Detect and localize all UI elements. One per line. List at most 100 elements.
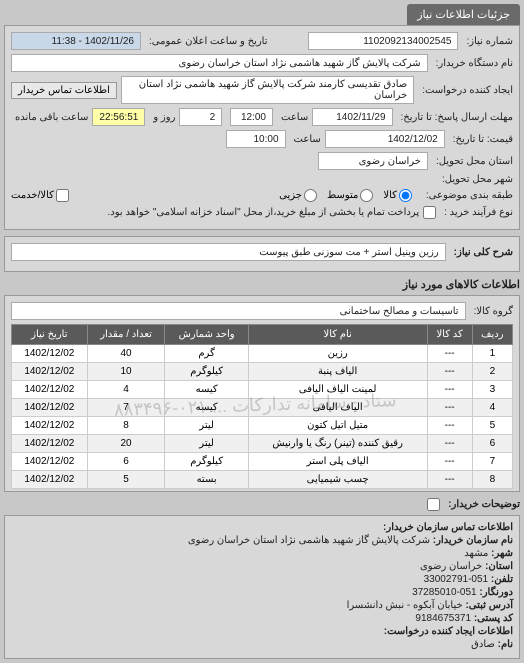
table-cell: 5 bbox=[87, 471, 165, 489]
table-cell: --- bbox=[427, 417, 472, 435]
table-cell: بسته bbox=[165, 471, 248, 489]
table-cell: --- bbox=[427, 345, 472, 363]
table-cell: 40 bbox=[87, 345, 165, 363]
footer-org: شرکت پالایش گاز شهید هاشمی نژاد استان خر… bbox=[188, 535, 430, 546]
goods-panel: گروه کالا: تاسیسات و مصالح ساختمانی ردیف… bbox=[4, 295, 520, 492]
table-cell: 3 bbox=[472, 381, 512, 399]
expire-date-field: 1402/12/02 bbox=[325, 130, 445, 148]
table-cell: لیتر bbox=[165, 417, 248, 435]
buyer-contact-button[interactable]: اطلاعات تماس خریدار bbox=[11, 82, 117, 99]
table-cell: 1402/12/02 bbox=[12, 417, 88, 435]
footer-city-label: شهر: bbox=[491, 548, 513, 559]
chk-svc[interactable]: کالا/خدمت bbox=[11, 189, 69, 202]
explain-checkbox[interactable] bbox=[427, 498, 440, 511]
panel-tab: جزئیات اطلاعات نیاز bbox=[407, 4, 520, 25]
pay-label: نوع فرآیند خرید : bbox=[440, 207, 513, 218]
table-row: 8---چسب شیمیاییبسته51402/12/02 bbox=[12, 471, 513, 489]
table-cell: رزین bbox=[248, 345, 427, 363]
need-text-field: رزین وینیل استر + مت سوزنی طبق پیوست bbox=[11, 243, 446, 261]
table-header: تعداد / مقدار bbox=[87, 325, 165, 345]
table-cell: لیتر bbox=[165, 435, 248, 453]
time-label-1: ساعت bbox=[277, 112, 308, 123]
table-cell: گرم bbox=[165, 345, 248, 363]
table-row: 4---الیاف الیافیستاد - سامانه تدارکات ..… bbox=[12, 399, 513, 417]
table-header: واحد شمارش bbox=[165, 325, 248, 345]
table-cell: 7 bbox=[472, 453, 512, 471]
table-header: ردیف bbox=[472, 325, 512, 345]
footer-post-label: کد پستی: bbox=[474, 613, 513, 624]
table-cell: الیاف پنبة bbox=[248, 363, 427, 381]
table-row: 2---الیاف پنبةکیلوگرم101402/12/02 bbox=[12, 363, 513, 381]
footer-addr: خیابان آبکوه - نبش دانشسرا bbox=[347, 600, 463, 611]
table-cell: متیل اتیل کتون bbox=[248, 417, 427, 435]
table-cell: --- bbox=[427, 363, 472, 381]
footer-name-label: نام: bbox=[498, 639, 513, 650]
footer-creator2-label: اطلاعات ایجاد کننده درخواست: bbox=[384, 626, 513, 637]
need-desc-panel: شرح کلی نیاز: رزین وینیل استر + مت سوزنی… bbox=[4, 236, 520, 272]
radio-all[interactable]: کالا bbox=[383, 189, 412, 202]
radio-part[interactable]: جزیی bbox=[279, 189, 317, 202]
table-cell: --- bbox=[427, 399, 472, 417]
table-cell: 1 bbox=[472, 345, 512, 363]
footer-city: مشهد bbox=[464, 548, 488, 559]
goods-table: ردیفکد کالانام کالاواحد شمارشتعداد / مقد… bbox=[11, 324, 513, 489]
footer-addr-label: آدرس ثبتی: bbox=[465, 600, 513, 611]
table-cell: 1402/12/02 bbox=[12, 381, 88, 399]
time-label-2: ساعت bbox=[290, 134, 321, 145]
table-header: کد کالا bbox=[427, 325, 472, 345]
footer-province: خراسان رضوی bbox=[420, 561, 482, 572]
table-cell: کیسه bbox=[165, 399, 248, 417]
chk-pay[interactable]: پرداخت تمام یا بخشی از مبلغ خرید،از محل … bbox=[104, 206, 437, 219]
footer-fax-label: دورنگار: bbox=[479, 587, 513, 598]
table-cell: 1402/12/02 bbox=[12, 345, 88, 363]
pkg-label: طبقه بندی موضوعی: bbox=[422, 190, 513, 201]
creator-label: ایجاد کننده درخواست: bbox=[418, 85, 513, 96]
footer-name: صادق bbox=[471, 639, 495, 650]
deadline-label: مهلت ارسال پاسخ: تا تاریخ: bbox=[397, 112, 513, 123]
loc-field: خراسان رضوی bbox=[318, 152, 428, 170]
table-cell: 1402/12/02 bbox=[12, 435, 88, 453]
footer-post: 9184675371 bbox=[415, 613, 471, 624]
need-label: شرح کلی نیاز: bbox=[450, 247, 513, 258]
table-cell: 6 bbox=[472, 435, 512, 453]
table-cell: 8 bbox=[87, 417, 165, 435]
table-cell: 2 bbox=[472, 363, 512, 381]
countdown-field: 22:56:51 bbox=[92, 108, 145, 126]
creator-field: صادق تقدیسی کارمند شرکت پالایش گاز شهید … bbox=[121, 76, 414, 104]
table-cell: رقیق کننده (تینر) رنگ یا وارنیش bbox=[248, 435, 427, 453]
table-cell: الیاف الیافیستاد - سامانه تدارکات ... ۰۲… bbox=[248, 399, 427, 417]
table-cell: 5 bbox=[472, 417, 512, 435]
table-cell: 8 bbox=[472, 471, 512, 489]
reqno-field: 1102092134002545 bbox=[308, 32, 458, 50]
footer-fax: 051-37285010 bbox=[412, 587, 477, 598]
expire-label: قیمت: تا تاریخ: bbox=[449, 134, 513, 145]
footer-panel: اطلاعات تماس سازمان خریدار: نام سازمان خ… bbox=[4, 515, 520, 659]
table-cell: 10 bbox=[87, 363, 165, 381]
group-label: گروه کالا: bbox=[470, 306, 513, 317]
table-cell: 1402/12/02 bbox=[12, 363, 88, 381]
table-header: تاریخ نیاز bbox=[12, 325, 88, 345]
table-cell: 1402/12/02 bbox=[12, 471, 88, 489]
table-cell: 20 bbox=[87, 435, 165, 453]
radio-mid[interactable]: متوسط bbox=[327, 189, 373, 202]
table-row: 1---رزینگرم401402/12/02 bbox=[12, 345, 513, 363]
table-cell: 6 bbox=[87, 453, 165, 471]
footer-title: اطلاعات تماس سازمان خریدار: bbox=[383, 522, 513, 533]
table-row: 6---رقیق کننده (تینر) رنگ یا وارنیشلیتر2… bbox=[12, 435, 513, 453]
goods-section-title: اطلاعات کالاهای مورد نیاز bbox=[4, 278, 520, 291]
table-row: 5---متیل اتیل کتونلیتر81402/12/02 bbox=[12, 417, 513, 435]
table-cell: کیلوگرم bbox=[165, 453, 248, 471]
buyer-org-label: نام دستگاه خریدار: bbox=[432, 58, 513, 69]
remain-label: ساعت باقی مانده bbox=[11, 112, 88, 123]
reqno-label: شماره نیاز: bbox=[462, 36, 513, 47]
table-cell: لمینت الیاف الیافی bbox=[248, 381, 427, 399]
table-cell: --- bbox=[427, 381, 472, 399]
table-cell: کیلوگرم bbox=[165, 363, 248, 381]
table-cell: کیسه bbox=[165, 381, 248, 399]
expire-time-field: 10:00 bbox=[226, 130, 286, 148]
explain-label: توضیحات خریدار: bbox=[444, 499, 520, 510]
footer-org-label: نام سازمان خریدار: bbox=[433, 535, 513, 546]
public-date-field: 1402/11/26 - 11:38 bbox=[11, 32, 141, 50]
group-field: تاسیسات و مصالح ساختمانی bbox=[11, 302, 466, 320]
table-cell: --- bbox=[427, 453, 472, 471]
